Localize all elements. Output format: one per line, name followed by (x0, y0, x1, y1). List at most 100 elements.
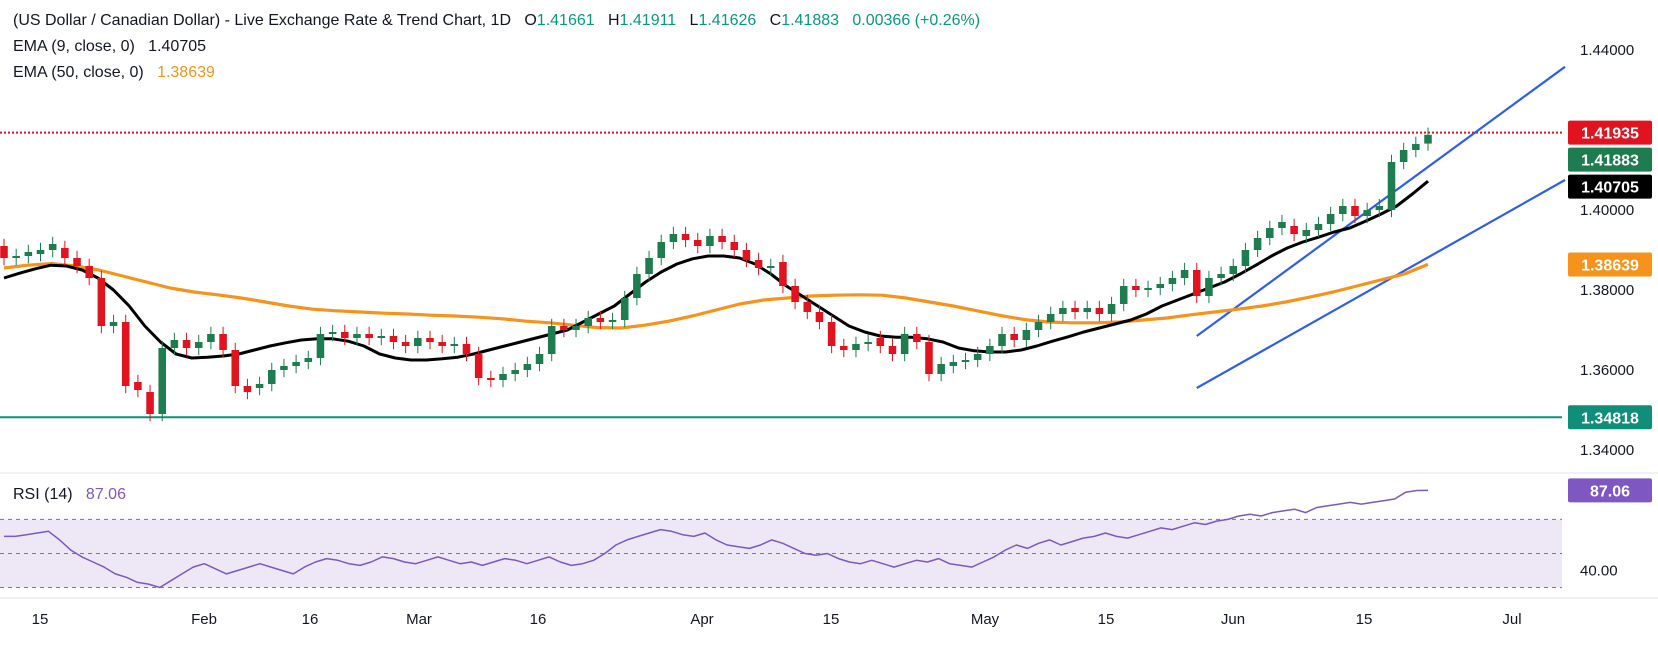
candle-body (1229, 266, 1238, 274)
candle-body (1132, 286, 1140, 290)
candle-body (1351, 206, 1359, 216)
candle-body (718, 236, 726, 242)
candle-body (48, 244, 57, 250)
price-tag (1568, 252, 1652, 277)
candle-body (1387, 162, 1396, 210)
x-tick-label: 15 (1356, 611, 1373, 628)
low-label: L (689, 12, 699, 29)
x-tick-label: 15 (823, 611, 840, 628)
close-value: 1.41883 (781, 12, 840, 29)
candle-body (937, 364, 945, 374)
candle-body (1095, 308, 1104, 314)
candle-body (24, 252, 33, 256)
candle-body (840, 346, 848, 350)
candle-body (620, 298, 629, 320)
candle-body (1034, 322, 1043, 330)
candle-body (499, 374, 507, 380)
candle-body (523, 364, 532, 370)
candle-body (1046, 314, 1055, 322)
ema9-value: 1.40705 (148, 38, 207, 55)
candle-body (365, 334, 373, 338)
rsi-legend-value: 87.06 (85, 486, 126, 503)
rsi-y-tick-label: 40.00 (1580, 562, 1618, 579)
rsi-value-tag-label: 87.06 (1590, 483, 1630, 500)
candle-body (815, 312, 824, 322)
candle-body (1144, 288, 1152, 290)
candle-body (730, 242, 739, 250)
candle-body (657, 242, 666, 258)
candle-body (450, 344, 459, 346)
candle-body (341, 332, 349, 338)
candle-body (109, 322, 118, 326)
low-value: 1.41626 (698, 12, 757, 29)
candle-body (547, 326, 556, 354)
candle-body (1278, 222, 1286, 228)
ema9-line (3, 180, 1429, 362)
candle-body (134, 382, 142, 390)
candle-body (377, 336, 386, 338)
candle-body (511, 370, 519, 374)
candle-body (560, 326, 568, 330)
candle-body (462, 344, 471, 354)
candle-body (353, 334, 361, 338)
candle-body (706, 236, 714, 246)
candle-body (474, 354, 483, 378)
change-value: 0.00366 (+0.26%) (852, 12, 981, 29)
candle-body (36, 250, 45, 254)
channel-upper-line (1196, 65, 1566, 337)
candle-body (1022, 330, 1031, 340)
rsi-band (0, 519, 1562, 588)
candle-body (1375, 206, 1384, 210)
candle-body (1302, 230, 1311, 236)
candle-body (73, 258, 81, 266)
candle-body (267, 370, 276, 384)
candle-body (633, 274, 641, 298)
candle-body (961, 360, 970, 362)
candle-body (572, 326, 580, 330)
candle-body (1412, 144, 1420, 150)
x-tick-label: Feb (191, 611, 217, 628)
candle-body (900, 334, 909, 354)
price-tag (1568, 147, 1652, 172)
ema9-label: EMA (9, close, 0) (13, 38, 135, 55)
candle-body (1290, 226, 1298, 234)
x-tick-label: Jul (1502, 611, 1521, 628)
price-tag-label: 1.40705 (1581, 180, 1639, 197)
candle-body (791, 286, 799, 302)
candle-body (1107, 304, 1116, 314)
candle-body (97, 278, 106, 326)
candle-body (1156, 284, 1165, 288)
candle-body (803, 302, 812, 312)
y-tick-label: 1.34000 (1580, 442, 1634, 459)
candle-body (986, 346, 994, 354)
candle-body (681, 234, 690, 240)
candle-body (949, 362, 958, 366)
rsi-value-tag (1568, 478, 1652, 503)
candle-body (1424, 134, 1432, 144)
candle-body (1266, 228, 1274, 238)
ema50-label: EMA (50, close, 0) (13, 64, 144, 81)
candle-body (1059, 308, 1067, 314)
candle-body (316, 334, 325, 358)
candle-body (438, 342, 446, 346)
ema50-line (3, 262, 1429, 330)
close-label: C (769, 12, 782, 29)
price-tag (1568, 405, 1652, 430)
candle-body (1399, 150, 1408, 162)
candle-body (876, 338, 885, 346)
candle-body (1363, 210, 1371, 216)
price-tag-label: 1.38639 (1581, 257, 1639, 274)
candle-body (596, 318, 605, 322)
candle-body (1010, 334, 1018, 340)
candle-body (158, 348, 166, 414)
candle-body (645, 258, 653, 274)
price-tag-label: 1.41883 (1581, 153, 1639, 170)
candle-body (1253, 238, 1262, 250)
candle-body (1314, 224, 1323, 230)
y-tick-label: 1.38000 (1580, 282, 1634, 299)
candle-body (1180, 270, 1189, 278)
candle-body (1326, 214, 1335, 224)
candle-body (584, 318, 592, 326)
candle-body (194, 342, 203, 348)
